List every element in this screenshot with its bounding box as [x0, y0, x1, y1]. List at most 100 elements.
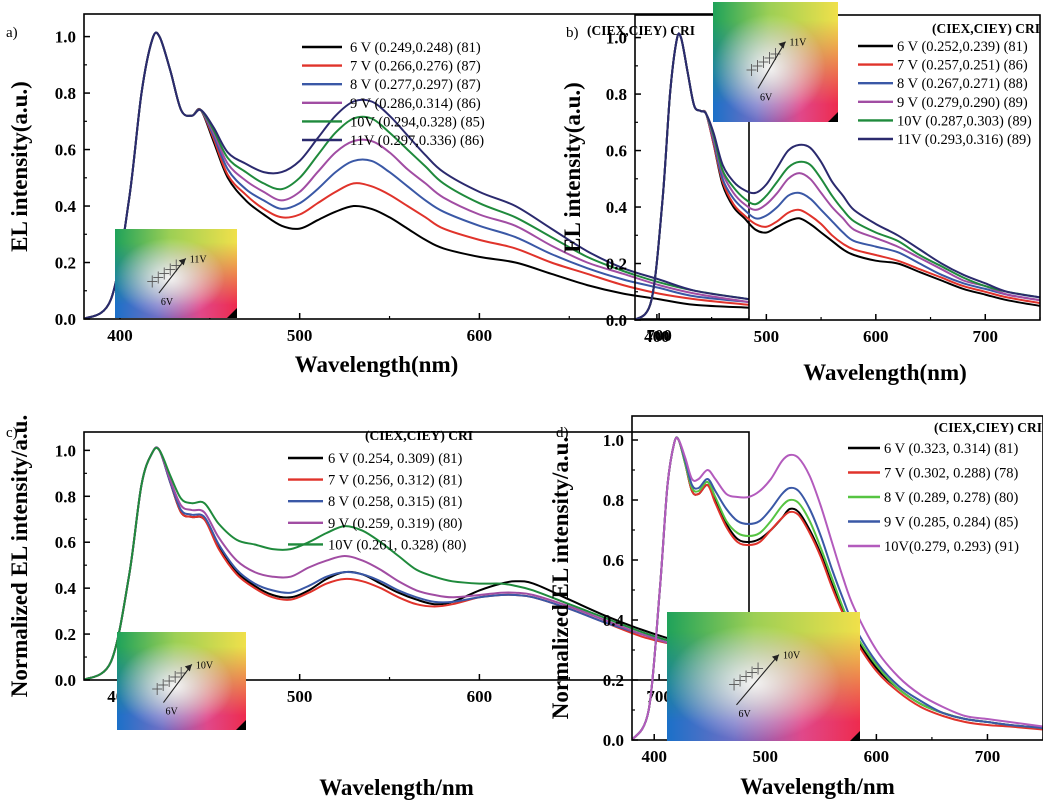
series-group — [84, 446, 749, 680]
series-line-6 — [84, 31, 749, 319]
legend-entry: 6 V (0.254, 0.309) (81) — [328, 451, 463, 467]
series-group — [635, 32, 1040, 320]
legend: (CIEX,CIEY) CRI 6 V (0.249,0.248) (81) 7 V… — [302, 23, 695, 149]
legend: (CIEX,CIEY) CRI 6 V (0.323, 0.314) (81) 7 … — [848, 420, 1042, 555]
legend-entry: 9 V (0.259, 0.319) (80) — [328, 516, 463, 532]
y-axis-title: Normalized EL intensity/a.u. — [7, 415, 32, 697]
panel-c: c) 400 500 600 700 0.0 0.2 0.4 0.6 0.8 1.0 Waveleng… — [6, 415, 750, 800]
panel-letter: c) — [6, 425, 18, 441]
plot-frame — [83, 13, 750, 320]
x-tick-label: 500 — [753, 747, 779, 766]
x-tick-label: 700 — [646, 326, 672, 345]
legend-entry: 11V (0.293,0.316) (89) — [897, 132, 1031, 148]
x-tick-label: 500 — [754, 327, 780, 346]
y-tick-label: 1.0 — [55, 28, 76, 47]
y-tick-label: 0.0 — [55, 671, 76, 690]
legend-entry: 9 V (0.285, 0.284) (85) — [884, 515, 1019, 531]
legend-header: (CIEX,CIEY) CRI — [932, 21, 1040, 36]
inset-label-low: 6V — [165, 707, 178, 718]
y-tick-label: 1.0 — [55, 441, 76, 460]
x-tick-label: 700 — [973, 327, 999, 346]
y-tick-label: 0.2 — [55, 254, 76, 273]
y-tick-label: 0.2 — [606, 255, 627, 274]
panel-letter: a) — [6, 25, 18, 41]
inset-label-low: 6V — [760, 92, 773, 103]
inset-label-low: 6V — [738, 709, 751, 720]
legend: (CIEX,CIEY) CRI 6 V (0.252,0.239) (81) 7 V… — [858, 21, 1040, 148]
legend-entry: 7 V (0.257,0.251) (86) — [897, 58, 1028, 74]
legend-entry: 8 V (0.289, 0.278) (80) — [884, 490, 1019, 506]
cie-inset: 10V 6V — [117, 632, 246, 730]
x-axis-title: Wavelength/nm — [319, 775, 474, 800]
x-axis-title: Wavelength(nm) — [803, 360, 967, 385]
legend-entry: 10V (0.294,0.328) (85) — [350, 114, 485, 130]
legend-entry: 9 V (0.279,0.290) (89) — [897, 95, 1028, 111]
legend-entry: 7 V (0.302, 0.288) (78) — [884, 466, 1019, 482]
legend-entry: 7 V (0.266,0.276) (87) — [350, 59, 481, 75]
y-axis-title: EL intensity(a.u.) — [7, 81, 32, 252]
cie-inset: 10V 6V — [667, 612, 860, 741]
cie-inset: 11V 6V — [115, 229, 237, 318]
legend-entry: 9 V (0.286,0.314) (86) — [350, 96, 481, 112]
voltage-arrow — [736, 654, 780, 706]
inset-label-high: 10V — [783, 651, 801, 662]
series-group — [84, 31, 749, 319]
plot-frame — [83, 431, 750, 681]
y-tick-label: 0.0 — [603, 731, 624, 750]
y-tick-label: 0.0 — [55, 310, 76, 329]
x-tick-label: 600 — [864, 747, 890, 766]
y-tick-label: 0.8 — [55, 487, 76, 506]
y-tick-label: 1.0 — [606, 29, 627, 48]
legend-entry: 8 V (0.258, 0.315) (81) — [328, 494, 463, 510]
x-tick-label: 600 — [863, 327, 889, 346]
legend: (CIEX,CIEY) CRI 6 V (0.254, 0.309) (81) 7 … — [288, 428, 473, 553]
legend-entry: 7 V (0.256, 0.312) (81) — [328, 473, 463, 489]
y-tick-label: 0.6 — [606, 142, 627, 161]
inset-label-high: 11V — [790, 38, 808, 49]
legend-entry: 10V(0.279, 0.293) (91) — [884, 539, 1019, 555]
y-tick-label: 1.0 — [603, 431, 624, 450]
legend-header: (CIEX,CIEY) CRI — [934, 420, 1042, 435]
y-tick-label: 0.2 — [55, 625, 76, 644]
y-tick-label: 0.4 — [606, 198, 628, 217]
legend-entry: 8 V (0.267,0.271) (88) — [897, 76, 1028, 92]
inset-label-high: 11V — [190, 254, 208, 265]
y-tick-label: 0.8 — [603, 491, 624, 510]
x-axis-title: Wavelength(nm) — [295, 352, 459, 377]
series-line-5 — [632, 436, 1043, 740]
y-tick-label: 0.4 — [603, 611, 625, 630]
cie-inset: 11V 6V — [713, 2, 838, 122]
inset-label-low: 6V — [161, 297, 174, 308]
y-tick-label: 0.6 — [55, 533, 76, 552]
y-tick-label: 0.2 — [603, 671, 624, 690]
x-axis-title: Wavelength/nm — [740, 774, 895, 799]
voltage-arrow — [757, 41, 786, 89]
series-line-5 — [84, 446, 749, 680]
x-tick-label: 500 — [287, 687, 313, 706]
legend-entry: 6 V (0.252,0.239) (81) — [897, 39, 1028, 55]
panel-d: d) 400 500 600 700 0.0 0.2 0.4 0.6 0.8 1.0 Waveleng… — [548, 415, 1043, 799]
series-line-6 — [635, 32, 1040, 320]
y-tick-label: 0.4 — [55, 579, 77, 598]
y-tick-label: 0.0 — [606, 311, 627, 330]
legend-entry: 10V (0.287,0.303) (89) — [897, 113, 1032, 129]
legend-header: (CIEX,CIEY) CRI — [587, 23, 695, 38]
series-group — [632, 436, 1043, 740]
legend-entry: 6 V (0.249,0.248) (81) — [350, 40, 481, 56]
y-tick-label: 0.8 — [55, 84, 76, 103]
y-axis-title: EL intensity(a.u.) — [560, 82, 585, 253]
legend-entry: 6 V (0.323, 0.314) (81) — [884, 441, 1019, 457]
legend-entry: 10V (0.261, 0.328) (80) — [328, 537, 466, 553]
x-tick-label: 700 — [975, 747, 1001, 766]
panel-b: b) 400 500 600 700 0.0 0.2 0.4 0.6 0.8 1.0 Waveleng… — [560, 2, 1041, 385]
panel-a: a) 400 500 600 700 0.0 0.2 0.4 0.6 0.8 1.0 Waveleng… — [6, 13, 750, 377]
panel-letter: b) — [566, 25, 579, 41]
x-tick-label: 400 — [644, 327, 670, 346]
x-tick-label: 400 — [107, 326, 133, 345]
x-tick-label: 400 — [641, 747, 667, 766]
voltage-arrow — [158, 258, 187, 294]
legend-entry: 8 V (0.277,0.297) (87) — [350, 77, 481, 93]
y-tick-label: 0.6 — [603, 551, 624, 570]
legend-header: (CIEX,CIEY) CRI — [365, 428, 473, 443]
